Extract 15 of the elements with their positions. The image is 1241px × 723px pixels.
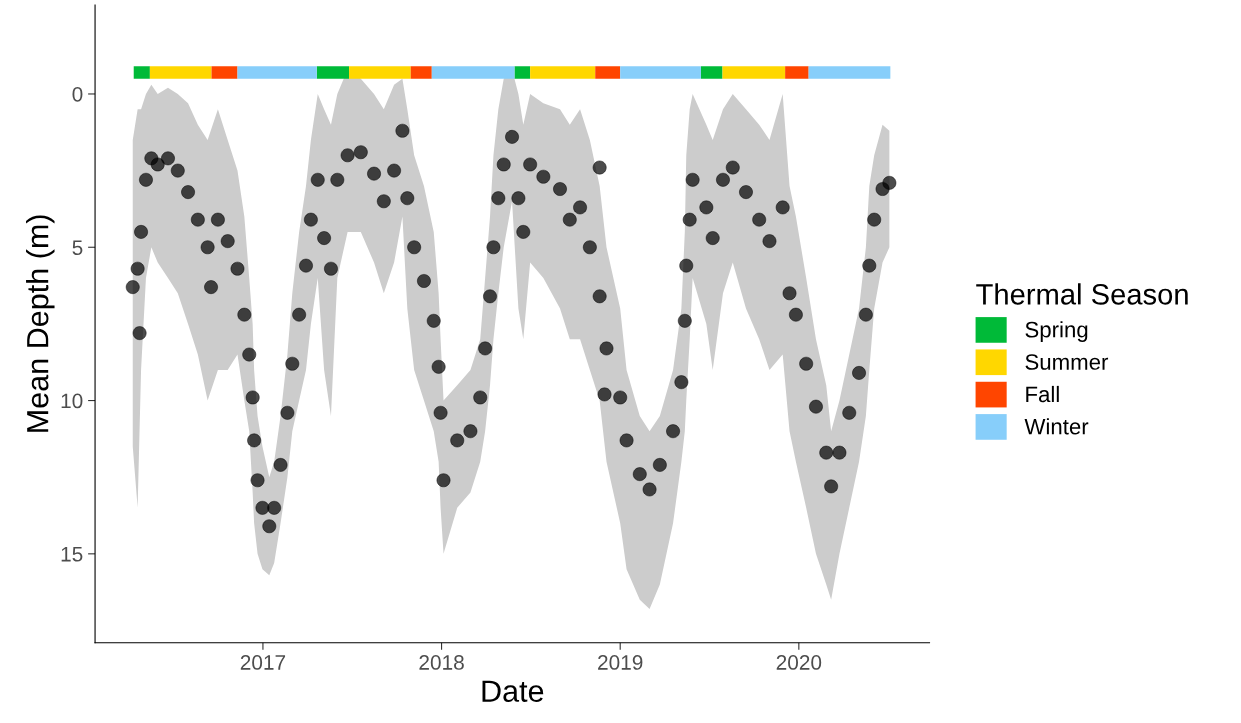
legend-label: Spring — [1025, 321, 1088, 342]
y-tick-label: 15 — [61, 547, 83, 562]
y-tick-label: 10 — [61, 393, 83, 409]
legend-label: Summer — [1025, 354, 1109, 370]
x-tick-label: 2017 — [240, 655, 286, 670]
x-tick-label: 2019 — [598, 655, 643, 670]
y-tick-label: 5 — [72, 240, 83, 256]
legend-label: Fall — [1026, 385, 1059, 403]
y-axis-title: Mean Depth (m) — [26, 215, 55, 432]
x-tick-label: 2020 — [776, 655, 822, 670]
legend-title: Thermal Season — [976, 283, 1188, 305]
x-tick-label: 2018 — [419, 655, 464, 670]
y-tick-label: 0 — [72, 86, 83, 102]
x-axis-title: Date — [482, 680, 544, 702]
legend-label: Winter — [1024, 418, 1089, 435]
